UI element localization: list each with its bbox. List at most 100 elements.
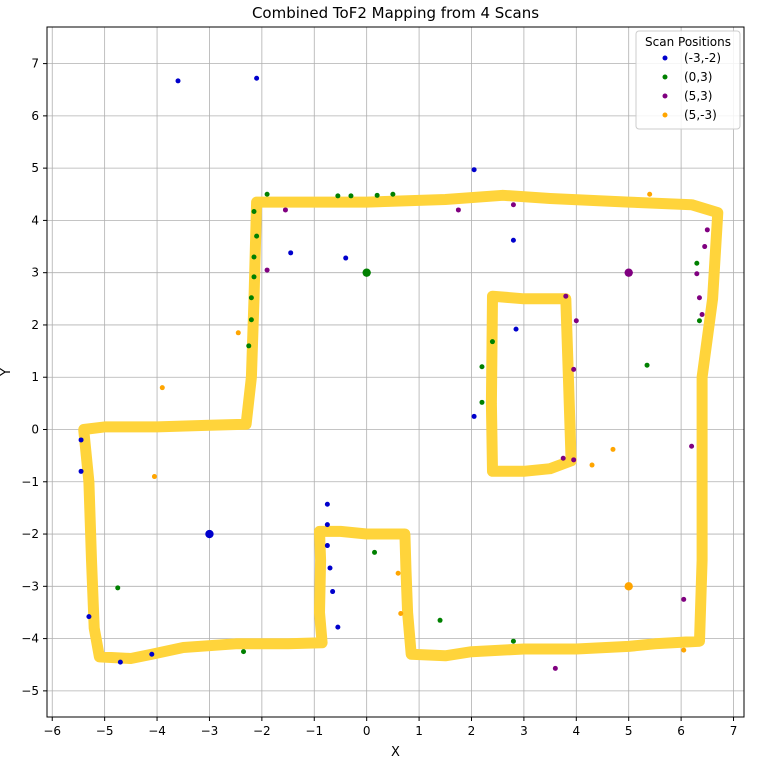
y-tick-label: −2 xyxy=(21,527,39,541)
data-point xyxy=(264,267,270,273)
data-point xyxy=(362,268,371,277)
data-point xyxy=(560,455,566,461)
data-point xyxy=(251,254,257,260)
legend-box xyxy=(635,30,741,130)
data-point xyxy=(235,330,241,336)
y-tick-label: 5 xyxy=(31,161,39,175)
data-point xyxy=(390,191,396,197)
y-tick-label: 7 xyxy=(31,57,39,71)
data-point xyxy=(694,260,700,266)
data-point xyxy=(241,649,247,655)
x-tick-label: −2 xyxy=(253,724,271,738)
x-tick-label: 6 xyxy=(677,724,685,738)
data-point xyxy=(324,522,330,528)
data-point xyxy=(78,437,84,443)
x-tick-label: 2 xyxy=(468,724,476,738)
x-axis-label: X xyxy=(391,745,400,760)
data-point xyxy=(471,413,477,419)
data-point xyxy=(372,549,378,555)
data-point xyxy=(205,529,214,539)
data-point xyxy=(610,446,616,452)
data-point xyxy=(510,237,516,243)
x-tick-label: −3 xyxy=(201,724,219,738)
data-point xyxy=(479,399,485,405)
legend-entry-label: (-3,-2) xyxy=(684,51,721,65)
legend: Scan Positions (-3,-2) (0,3) (5,3) (5,-3) xyxy=(635,30,741,130)
data-point xyxy=(374,192,380,198)
data-point xyxy=(644,362,650,368)
data-point xyxy=(589,462,595,468)
y-tick-label: 1 xyxy=(31,370,39,384)
legend-marker xyxy=(662,93,668,99)
data-point xyxy=(251,209,257,215)
data-point xyxy=(78,468,84,474)
data-point xyxy=(282,207,288,213)
chart-title: Combined ToF2 Mapping from 4 Scans xyxy=(252,4,539,22)
data-point xyxy=(149,651,155,657)
data-point xyxy=(702,244,708,250)
map-outline xyxy=(78,189,724,664)
legend-marker xyxy=(662,74,668,80)
y-tick-label: 0 xyxy=(31,423,39,437)
data-point xyxy=(330,589,336,595)
data-point xyxy=(324,501,330,507)
scatter-points xyxy=(78,75,710,671)
data-point xyxy=(696,318,702,324)
data-point xyxy=(571,366,577,372)
data-point xyxy=(86,614,92,620)
data-point xyxy=(624,582,633,591)
legend-marker xyxy=(662,112,668,118)
data-point xyxy=(248,317,254,323)
grid-lines xyxy=(47,27,744,717)
data-point xyxy=(704,227,710,233)
legend-title: Scan Positions xyxy=(645,35,731,49)
y-tick-label: −5 xyxy=(21,684,39,698)
data-point xyxy=(264,191,270,197)
x-tick-label: 7 xyxy=(730,724,738,738)
data-point xyxy=(563,293,569,299)
x-tick-label: 5 xyxy=(625,724,633,738)
data-point xyxy=(327,565,333,571)
legend-marker xyxy=(662,55,668,61)
y-tick-label: 6 xyxy=(31,109,39,123)
data-point xyxy=(151,474,157,480)
y-tick-label: 3 xyxy=(31,266,39,280)
outer-wall-outline xyxy=(78,189,724,664)
data-point xyxy=(694,271,700,277)
data-point xyxy=(246,343,252,349)
data-point xyxy=(699,312,705,317)
x-tick-label: −5 xyxy=(96,724,114,738)
data-point xyxy=(254,75,260,81)
data-point xyxy=(510,638,516,644)
legend-entry-label: (5,-3) xyxy=(684,108,717,122)
data-point xyxy=(437,617,443,623)
data-point xyxy=(254,233,260,239)
data-point xyxy=(573,318,579,324)
legend-entry-label: (5,3) xyxy=(684,89,712,103)
legend-entry-label: (0,3) xyxy=(684,70,712,84)
data-point xyxy=(335,624,341,630)
y-tick-label: −1 xyxy=(21,475,39,489)
data-point xyxy=(248,295,254,301)
y-tick-label: 2 xyxy=(31,318,39,332)
data-point xyxy=(395,570,401,576)
x-tick-label: −6 xyxy=(43,724,61,738)
x-tick-label: −1 xyxy=(305,724,323,738)
data-point xyxy=(681,596,687,602)
x-tick-label: 3 xyxy=(520,724,528,738)
x-tick-label: −4 xyxy=(148,724,166,738)
plot-frame xyxy=(46,26,745,718)
data-point xyxy=(324,543,330,549)
data-point xyxy=(398,611,404,616)
data-point xyxy=(117,659,123,665)
data-point xyxy=(647,191,653,197)
data-point xyxy=(471,167,477,173)
data-point xyxy=(479,364,485,370)
data-point xyxy=(343,255,349,261)
y-tick-label: 4 xyxy=(31,213,39,227)
axis-ticks: −6 −5 −4 −3 −2 −1 0 1 2 3 4 5 6 7 −5 −4 −3 −2 −1 0 1 2 3 4 5 6 7 xyxy=(21,57,737,738)
data-point xyxy=(510,202,516,208)
data-point xyxy=(489,339,495,345)
data-point xyxy=(624,268,633,277)
inner-obstacle-outline xyxy=(485,290,577,477)
